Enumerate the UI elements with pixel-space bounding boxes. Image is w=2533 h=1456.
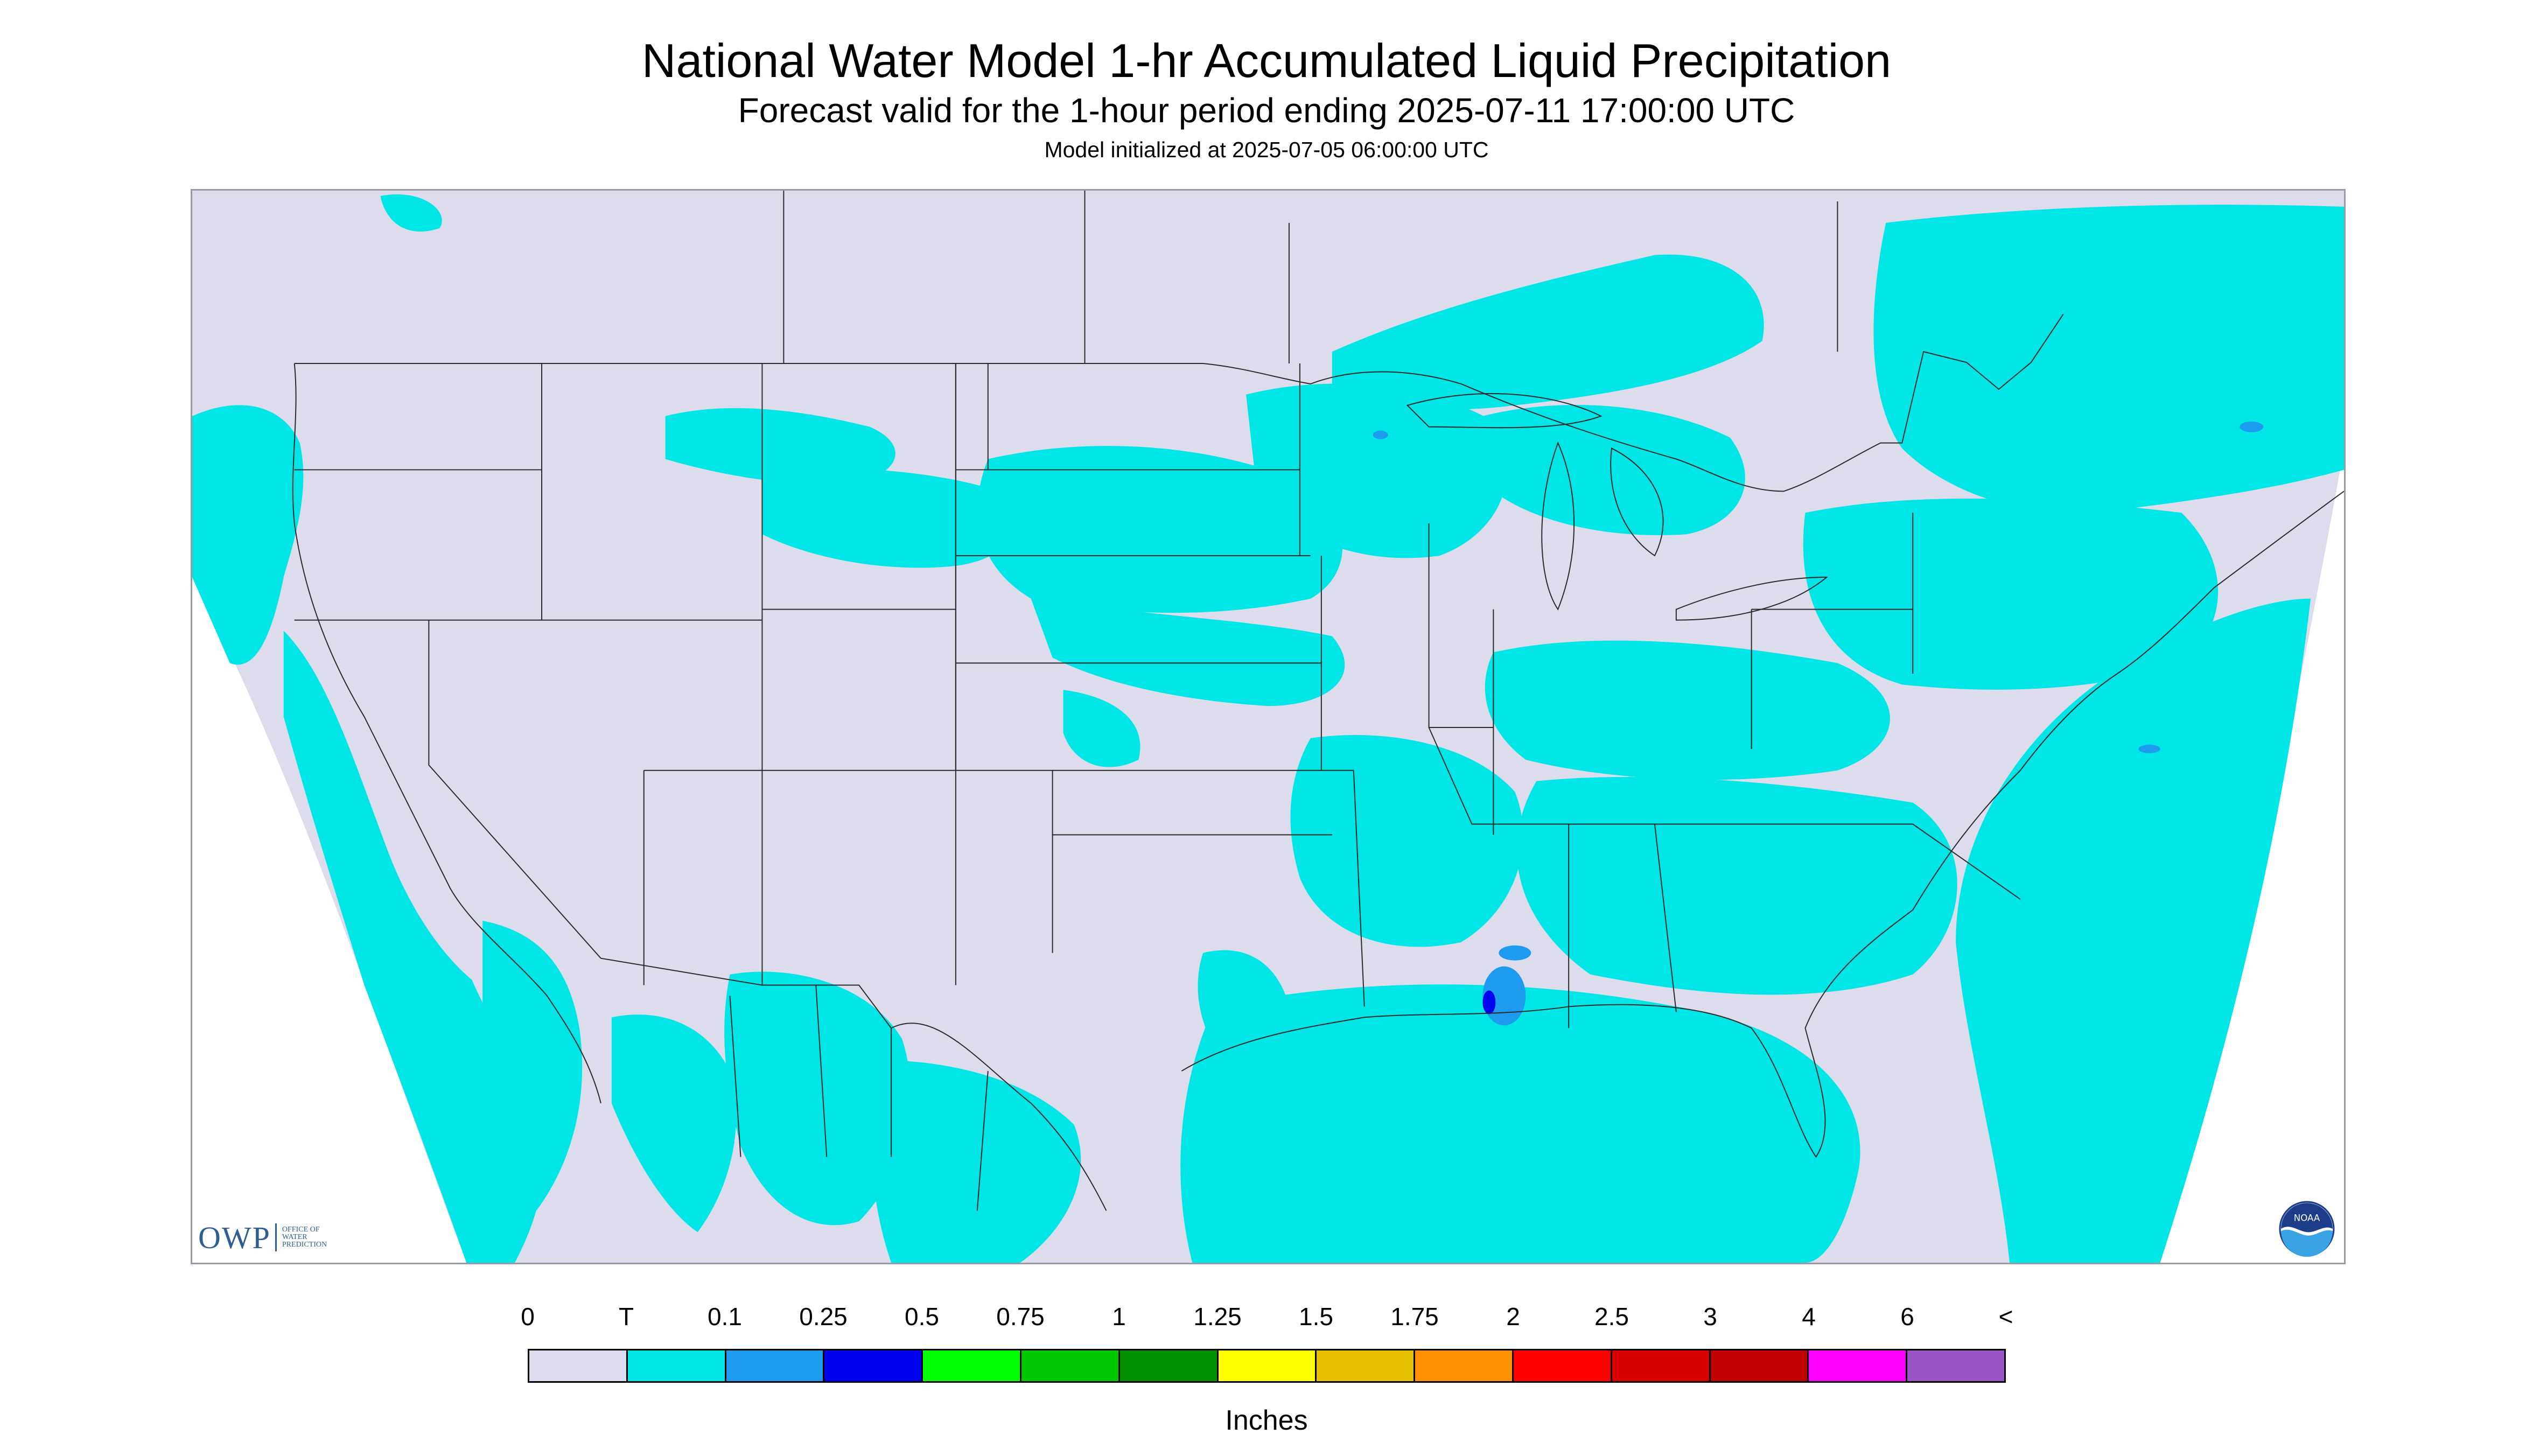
svg-text:NOAA: NOAA — [2294, 1213, 2320, 1223]
owp-logo: OWP OFFICE OF WATER PREDICTION — [198, 1220, 327, 1255]
precipitation-map — [191, 189, 2346, 1264]
legend-swatch — [529, 1350, 628, 1381]
map-subtitle: Forecast valid for the 1-hour period end… — [738, 91, 1795, 130]
legend-label: 2 — [1506, 1303, 1520, 1331]
precip-gulf-coast-mexico — [1198, 950, 1289, 1063]
precip-mn-spot — [1373, 430, 1388, 439]
legend-label: 6 — [1900, 1303, 1914, 1331]
legend-swatch — [824, 1350, 923, 1381]
gulf-coastline — [1181, 909, 1913, 1158]
us-canada-border — [294, 313, 2064, 492]
precipitation-areas — [192, 194, 2344, 1263]
lake-michigan — [1541, 441, 1575, 611]
model-init-line: Model initialized at 2025-07-05 06:00:00… — [1044, 137, 1489, 162]
precip-southeast — [1516, 776, 1957, 995]
state-lines-central — [955, 363, 1365, 1007]
precip-alabama-core — [1499, 945, 1531, 961]
us-mexico-border — [600, 957, 1107, 1211]
legend-colorbar — [528, 1349, 2006, 1383]
precip-dakotas — [977, 446, 1343, 613]
mexico-state-lines — [729, 985, 989, 1211]
heavier-precipitation-areas — [1373, 421, 2264, 1026]
precip-northern-rockies — [665, 408, 895, 484]
precip-mississippi-valley — [1290, 735, 1523, 947]
precip-bc — [380, 194, 442, 232]
legend-label: 1.25 — [1193, 1303, 1242, 1331]
legend-swatch — [1317, 1350, 1416, 1381]
precip-pacific-coast — [283, 631, 543, 1263]
atlantic-coastline — [1912, 491, 2344, 911]
legend-label: 1.75 — [1390, 1303, 1439, 1331]
owp-logo-text: OFFICE OF WATER PREDICTION — [282, 1226, 327, 1249]
legend-label: 4 — [1802, 1303, 1816, 1331]
precip-louisiana-peak — [1482, 990, 1496, 1014]
legend-swatch — [1907, 1350, 2004, 1381]
lake-erie — [1675, 576, 1829, 621]
legend-label: 0.1 — [708, 1303, 742, 1331]
owp-logo-line-1: OFFICE OF — [282, 1226, 320, 1234]
legend-label: 0.25 — [799, 1303, 848, 1331]
legend-swatch — [726, 1350, 825, 1381]
legend-label: 2.5 — [1594, 1303, 1629, 1331]
precip-kansas-dots — [1063, 690, 1140, 767]
precip-montana-wyoming — [762, 467, 1017, 568]
precip-nebraska-iowa — [1031, 598, 1345, 706]
owp-logo-line-3: PREDICTION — [282, 1241, 327, 1249]
legend-swatch — [1415, 1350, 1514, 1381]
precip-mexico-central — [724, 971, 911, 1226]
precip-mexico-south — [871, 1060, 1081, 1263]
owp-logo-abbr: OWP — [198, 1220, 271, 1255]
legend-label: 3 — [1703, 1303, 1717, 1331]
precip-baja-ocean — [482, 920, 583, 1211]
legend-swatch — [1612, 1350, 1711, 1381]
noaa-logo-icon: NOAA — [2279, 1201, 2335, 1257]
precip-quebec — [1873, 205, 2344, 514]
legend-swatch — [1218, 1350, 1317, 1381]
legend-label: 1 — [1112, 1303, 1126, 1331]
legend-swatch — [1809, 1350, 1908, 1381]
legend-label: 0.75 — [996, 1303, 1045, 1331]
legend-swatch — [627, 1350, 726, 1381]
legend-units: Inches — [1225, 1405, 1308, 1436]
legend-label: < — [1998, 1303, 2013, 1331]
precip-upper-michigan — [1482, 404, 1745, 535]
legend-label: 1.5 — [1299, 1303, 1333, 1331]
precip-gulf — [1180, 984, 1860, 1263]
precip-mexico-west — [611, 1014, 737, 1233]
map-title: National Water Model 1-hr Accumulated Li… — [641, 34, 1892, 87]
lake-superior — [1406, 393, 1603, 429]
state-lines-east — [1428, 513, 2021, 1028]
precip-atlantic-spot — [2138, 744, 2160, 753]
legend-swatch — [1021, 1350, 1120, 1381]
legend-label: T — [618, 1303, 634, 1331]
legend-label: 0.5 — [905, 1303, 939, 1331]
precip-atlantic — [1956, 598, 2311, 1263]
legend-swatch — [923, 1350, 1021, 1381]
state-lines-west — [294, 363, 956, 985]
precip-pacific-northwest — [192, 405, 304, 665]
owp-logo-line-2: WATER — [282, 1233, 307, 1241]
precip-ontario — [1332, 254, 1764, 410]
political-boundaries — [292, 191, 2344, 1211]
map-canvas — [192, 191, 2344, 1263]
pacific-coastline — [292, 363, 601, 1104]
legend-swatch — [1119, 1350, 1219, 1381]
precip-ohio-valley — [1485, 640, 1890, 780]
owp-logo-divider — [275, 1223, 277, 1251]
precip-quebec-spot — [2240, 421, 2264, 432]
legend-labels: 0 T 0.1 0.25 0.5 0.75 1 1.25 1.5 1.75 2 2.5 3 4 6 < — [0, 1302, 2533, 1334]
province-line — [783, 191, 1838, 364]
legend-label: 0 — [521, 1303, 535, 1331]
lake-huron — [1610, 447, 1664, 557]
precip-northeast — [1803, 498, 2219, 690]
legend-swatch — [1710, 1350, 1809, 1381]
legend-swatch — [1513, 1350, 1612, 1381]
